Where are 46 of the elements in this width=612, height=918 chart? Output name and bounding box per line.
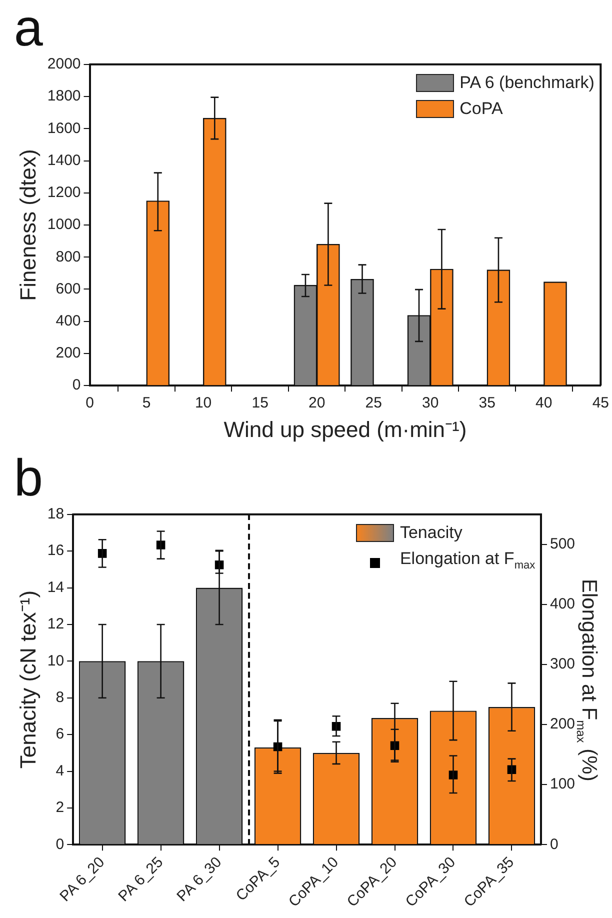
- y2-tick-label: 0: [550, 836, 558, 853]
- x-tick-label: 15: [252, 394, 268, 412]
- x-axis-title: Wind up speed (m·min⁻¹): [224, 416, 467, 442]
- y-tick-label: 2000: [47, 56, 81, 73]
- x-tick-label: 30: [422, 394, 439, 412]
- x-tick-label: 40: [536, 394, 552, 412]
- y-axis-title: Tenacity (cN tex⁻¹): [15, 590, 40, 769]
- x-tick-label: 35: [478, 394, 496, 412]
- y-tick-label: 16: [47, 542, 64, 560]
- y2-tick-label: 500: [550, 536, 576, 553]
- x-tick-label: 45: [592, 394, 609, 412]
- x-tick-label: 20: [308, 394, 326, 412]
- legend-label: PA 6 (benchmark): [460, 72, 594, 94]
- legend-label: Tenacity: [400, 522, 462, 544]
- legend-label: CoPA: [460, 98, 503, 120]
- y-tick-label: 2: [56, 799, 64, 816]
- y-tick-label: 6: [56, 726, 64, 743]
- chart-title: b: [14, 450, 43, 508]
- y-tick-label: 1200: [47, 184, 81, 202]
- y-tick-label: 8: [56, 689, 64, 706]
- x-tick-label: 5: [142, 394, 151, 412]
- y-tick-label: 1000: [47, 216, 81, 234]
- y2-tick-label: 100: [550, 776, 576, 793]
- chart-title: a: [14, 0, 43, 58]
- y-tick-label: 10: [47, 652, 64, 670]
- y2-tick-label: 300: [550, 656, 576, 673]
- y-tick-label: 18: [47, 506, 64, 523]
- x-tick-label: 25: [365, 394, 382, 412]
- x-tick-label: 0: [86, 394, 94, 412]
- y-tick-label: 12: [47, 616, 64, 633]
- y-tick-label: 800: [56, 248, 81, 266]
- y-tick-label: 1800: [47, 88, 81, 105]
- y-axis-title: Fineness (dtex): [15, 149, 40, 301]
- y-tick-label: 200: [56, 344, 81, 362]
- x-tick-label: 10: [194, 394, 212, 412]
- legend-label: Elongation at F$_{max}$: [400, 548, 536, 574]
- y-tick-label: 4: [56, 762, 64, 780]
- y-tick-label: 0: [72, 376, 81, 394]
- y-tick-label: 1600: [47, 120, 81, 137]
- y-tick-label: 0: [56, 836, 64, 853]
- y-tick-label: 14: [47, 578, 64, 596]
- y-tick-label: 600: [56, 280, 81, 298]
- y-tick-label: 400: [56, 312, 81, 330]
- y2-tick-label: 200: [550, 716, 576, 733]
- y2-tick-label: 400: [550, 596, 576, 613]
- y-tick-label: 1400: [47, 152, 81, 169]
